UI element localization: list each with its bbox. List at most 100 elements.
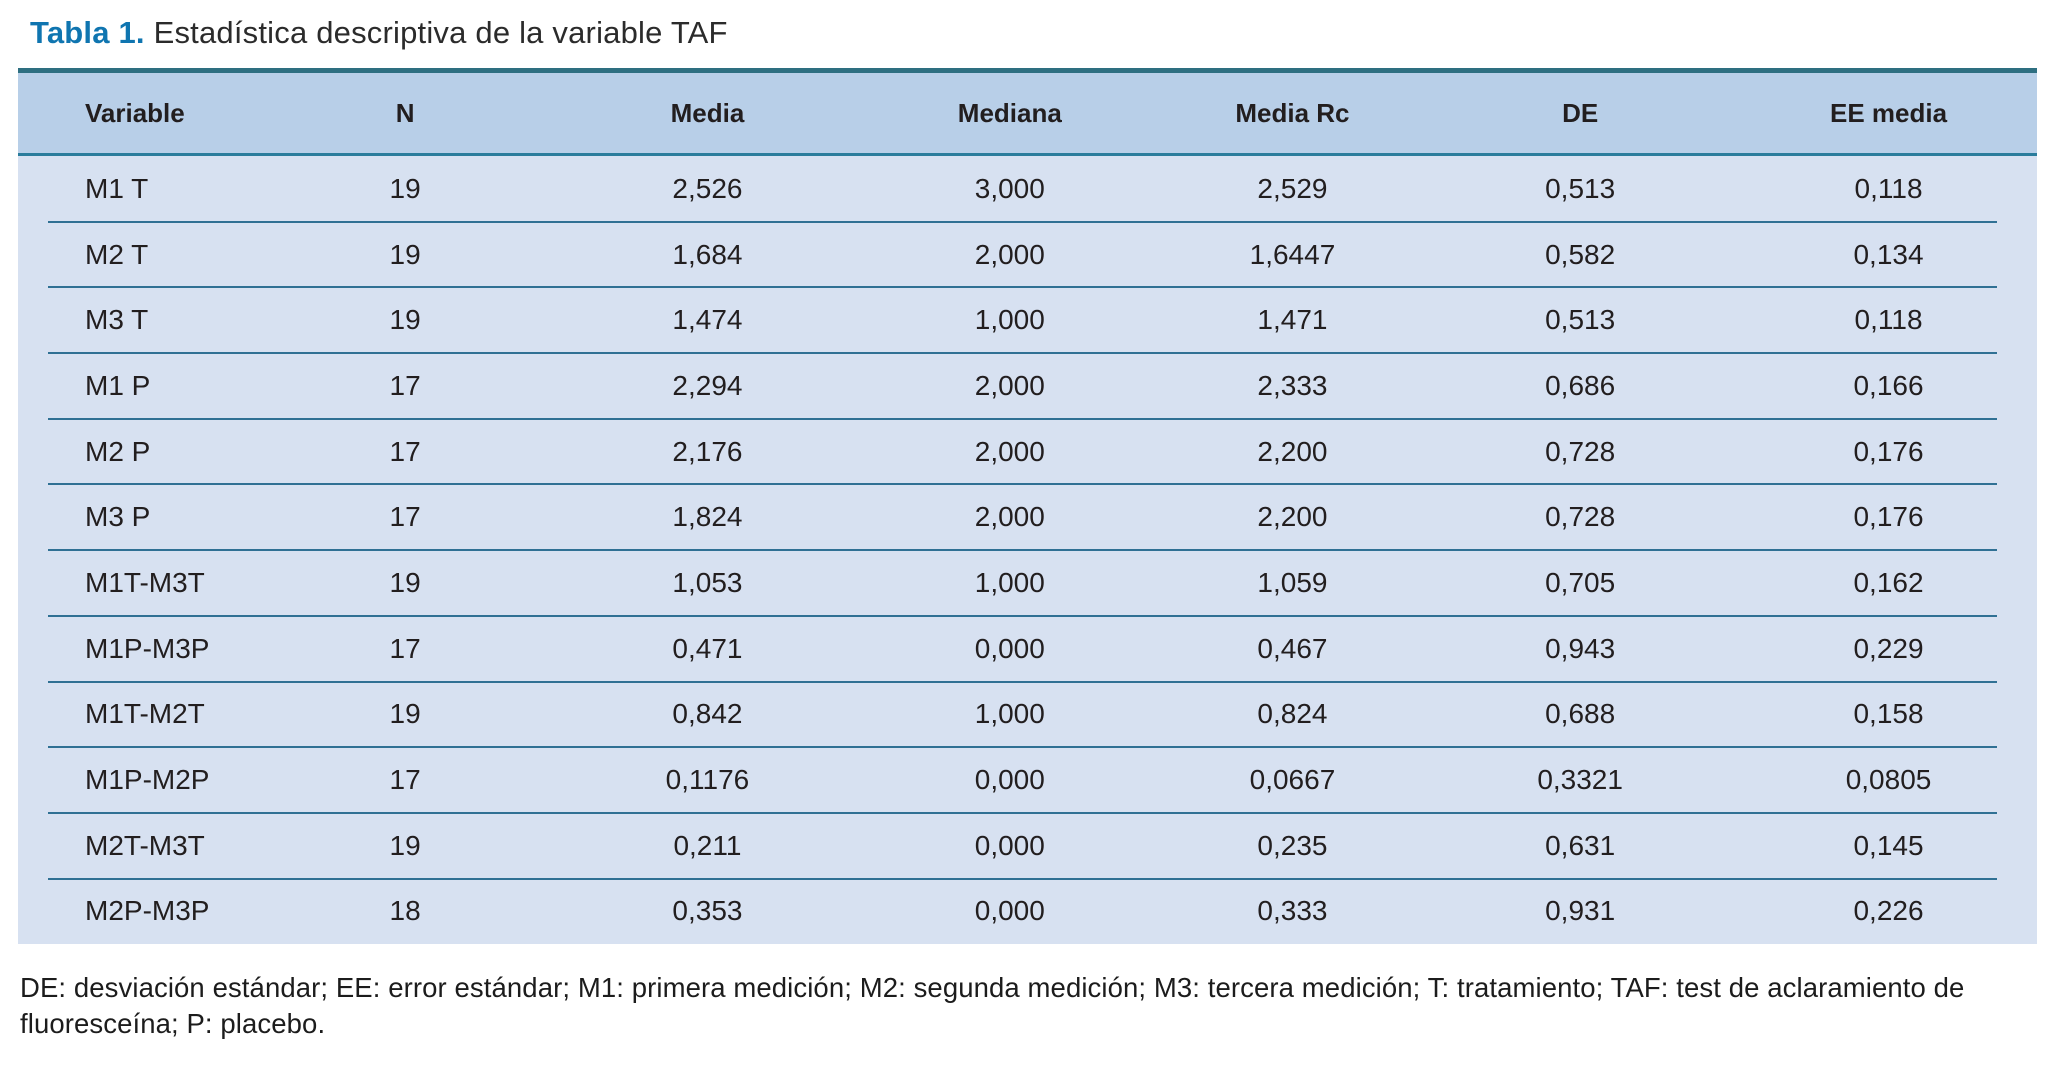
row-value: 0,0805 [1845, 764, 1932, 796]
row-value: 0,3321 [1537, 764, 1623, 796]
row-value: 0,134 [1853, 238, 1924, 270]
row-value: 17 [389, 369, 421, 401]
table-title-label: Tabla 1. [30, 15, 145, 50]
row-value: 0,118 [1854, 172, 1923, 204]
row-value: 0,582 [1545, 238, 1616, 270]
row-value: 0,931 [1545, 895, 1616, 927]
row-variable-label: M2P-M3P [85, 895, 210, 927]
row-value: 0,471 [672, 632, 743, 664]
row-value: 0,118 [1854, 304, 1923, 336]
row-variable-label: M1P-M2P [85, 764, 210, 796]
table-row: M2T-M3T 19 0,211 0,000 0,235 0,631 0,145 [18, 813, 2037, 880]
row-value: 0,000 [974, 895, 1045, 927]
row-value: 2,000 [974, 501, 1045, 533]
table-title: Tabla 1. Estadística descriptiva de la v… [30, 14, 2045, 52]
row-value: 17 [389, 632, 421, 664]
row-value: 0,728 [1545, 501, 1616, 533]
row-value: 2,200 [1257, 501, 1328, 533]
row-value: 0,176 [1853, 435, 1924, 467]
row-variable-label: M1T-M2T [85, 698, 205, 730]
column-header-n: N [395, 97, 415, 128]
row-value: 1,684 [672, 238, 743, 270]
row-value: 1,824 [672, 501, 743, 533]
column-header-media: Media [670, 97, 745, 128]
row-value: 1,474 [672, 304, 743, 336]
table-row: M1 T 19 2,526 3,000 2,529 0,513 0,118 [18, 156, 2037, 223]
row-value: 0,162 [1853, 566, 1924, 598]
column-header-mediana: Mediana [957, 97, 1062, 128]
row-value: 0,333 [1257, 895, 1328, 927]
row-value: 0,000 [974, 829, 1045, 861]
row-value: 2,529 [1257, 172, 1328, 204]
row-value: 0,943 [1545, 632, 1616, 664]
row-variable-label: M1 P [85, 369, 151, 401]
row-value: 17 [389, 764, 421, 796]
row-value: 17 [389, 435, 421, 467]
table-row: M1T-M3T 19 1,053 1,000 1,059 0,705 0,162 [18, 550, 2037, 617]
row-value: 1,000 [974, 566, 1045, 598]
row-value: 1,471 [1257, 304, 1328, 336]
row-variable-label: M2 P [85, 435, 151, 467]
row-value: 0,631 [1545, 829, 1616, 861]
table-row: M3 P 17 1,824 2,000 2,200 0,728 0,176 [18, 484, 2037, 551]
row-value: 0,705 [1545, 566, 1616, 598]
table-row: M1P-M2P 17 0,1176 0,000 0,0667 0,3321 0,0805 [18, 747, 2037, 814]
table-row: M1 P 17 2,294 2,000 2,333 0,686 0,166 [18, 353, 2037, 420]
table-header-row: Variable N Media Mediana Media Rc DE EE media [18, 73, 2037, 156]
column-header-variable: Variable [85, 97, 185, 128]
column-header-media-rc: Media Rc [1235, 97, 1350, 128]
row-value: 19 [389, 238, 421, 270]
row-variable-label: M2 T [85, 238, 149, 270]
row-value: 0,166 [1853, 369, 1924, 401]
row-value: 2,200 [1257, 435, 1328, 467]
row-value: 0,211 [673, 829, 742, 861]
row-value: 0,176 [1853, 501, 1924, 533]
row-value: 2,333 [1257, 369, 1328, 401]
row-variable-label: M1P-M3P [85, 632, 210, 664]
table-row: M2P-M3P 18 0,353 0,000 0,333 0,931 0,226 [18, 879, 2037, 945]
table-body: M1 T 19 2,526 3,000 2,529 0,513 0,118 M2 T 19 1,6… [18, 156, 2037, 945]
row-value: 0,513 [1545, 304, 1616, 336]
row-value: 2,000 [974, 369, 1045, 401]
row-value: 0,000 [974, 632, 1045, 664]
row-value: 0,226 [1853, 895, 1924, 927]
table-row: M2 P 17 2,176 2,000 2,200 0,728 0,176 [18, 419, 2037, 486]
row-value: 0,000 [974, 764, 1045, 796]
row-value: 2,526 [672, 172, 743, 204]
row-value: 0,235 [1257, 829, 1328, 861]
row-value: 0,686 [1545, 369, 1616, 401]
row-value: 0,0667 [1249, 764, 1336, 796]
row-value: 0,824 [1257, 698, 1328, 730]
row-value: 0,353 [672, 895, 743, 927]
row-value: 1,053 [672, 566, 743, 598]
row-value: 18 [389, 895, 421, 927]
row-variable-label: M2T-M3T [85, 829, 205, 861]
row-variable-label: M3 T [85, 304, 149, 336]
row-value: 0,145 [1853, 829, 1924, 861]
row-value: 2,000 [974, 238, 1045, 270]
row-variable-label: M3 P [85, 501, 151, 533]
table-row: M3 T 19 1,474 1,000 1,471 0,513 0,118 [18, 287, 2037, 354]
row-value: 2,294 [672, 369, 743, 401]
row-value: 0,513 [1545, 172, 1616, 204]
row-value: 1,000 [974, 304, 1045, 336]
row-variable-label: M1 T [85, 172, 149, 204]
table-title-text: Estadística descriptiva de la variable T… [153, 15, 728, 50]
row-value: 2,176 [672, 435, 743, 467]
row-value: 0,688 [1545, 698, 1616, 730]
row-value: 2,000 [974, 435, 1045, 467]
table-row: M1P-M3P 17 0,471 0,000 0,467 0,943 0,229 [18, 616, 2037, 683]
row-value: 19 [389, 304, 421, 336]
row-value: 0,728 [1545, 435, 1616, 467]
row-value: 0,1176 [665, 764, 750, 796]
row-value: 3,000 [974, 172, 1045, 204]
row-value: 1,059 [1257, 566, 1328, 598]
table-row: M1T-M2T 19 0,842 1,000 0,824 0,688 0,158 [18, 682, 2037, 748]
row-value: 0,229 [1853, 632, 1924, 664]
table-row: M2 T 19 1,684 2,000 1,6447 0,582 0,134 [18, 222, 2037, 289]
row-value: 19 [389, 566, 421, 598]
table-footnote: DE: desviación estándar; EE: error están… [20, 972, 1965, 1040]
row-value: 1,000 [974, 698, 1045, 730]
row-value: 19 [389, 698, 421, 730]
